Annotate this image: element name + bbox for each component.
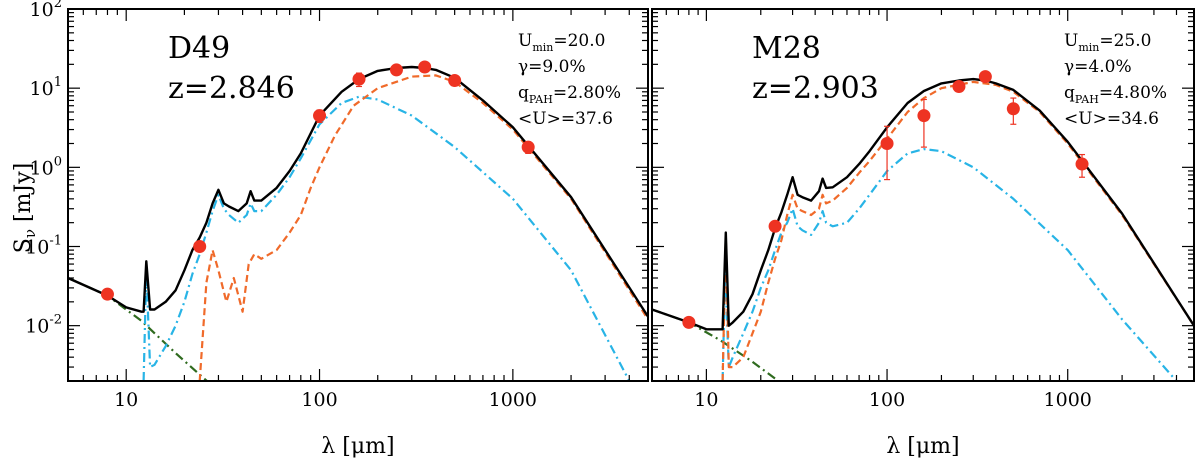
tick-exponent: 1: [54, 75, 62, 90]
x-tick-label: 10: [114, 389, 138, 411]
data-point: [978, 70, 992, 84]
annotation-subscript: PAH: [1075, 93, 1099, 106]
annotation-main: U: [1064, 31, 1078, 51]
data-point: [521, 140, 535, 154]
fit-parameter: qPAH=2.80%: [518, 83, 621, 106]
tick-base: 10: [25, 236, 49, 258]
data-point: [448, 73, 462, 87]
annotation-main: γ=9.0%: [518, 57, 586, 77]
y-tick-label: 100: [30, 154, 62, 179]
source-redshift: z=2.903: [752, 71, 879, 106]
y-axis-label-symbol: Sν: [11, 229, 39, 253]
annotation-main: γ=4.0%: [1064, 57, 1132, 77]
x-axis-label: λ [μm]: [886, 434, 959, 459]
fit-parameter: γ=9.0%: [518, 57, 586, 77]
data-point: [880, 137, 894, 151]
series-total: [68, 65, 648, 318]
annotation-subscript: PAH: [529, 93, 553, 106]
data-point: [1006, 102, 1020, 116]
y-axis-label-units: [mJy]: [11, 163, 36, 222]
y-tick-label: 101: [30, 75, 62, 100]
data-point: [682, 315, 696, 329]
source-name: D49: [168, 31, 230, 66]
y-tick-label: 10-2: [25, 313, 62, 338]
y-axis-label-subscript: ν: [21, 229, 39, 238]
x-tick-label: 10: [694, 389, 718, 411]
data-point: [100, 287, 114, 301]
annotation-rest: =20.0: [553, 31, 605, 51]
tick-exponent: -1: [49, 233, 62, 248]
y-tick-label: 10-1: [25, 233, 62, 258]
tick-base: 10: [30, 157, 54, 179]
annotation-rest: =2.80%: [553, 83, 621, 103]
plot-frame: [67, 8, 649, 382]
series-stellar: [68, 276, 209, 381]
x-tick-label: 1000: [489, 389, 537, 411]
series-cold-dust: [721, 80, 1194, 381]
tick-exponent: 0: [54, 154, 62, 169]
fit-parameter: <U>=37.6: [518, 109, 613, 129]
series-warm-dust: [721, 148, 1178, 381]
annotation-rest: =4.80%: [1099, 83, 1167, 103]
tick-exponent: 2: [54, 0, 62, 11]
x-tick-label: 100: [869, 389, 905, 411]
data-point: [952, 79, 966, 93]
annotation-main: <U>=37.6: [518, 109, 613, 129]
annotation-main: q: [518, 83, 529, 103]
y-tick-label: 102: [30, 0, 62, 21]
series-warm-dust: [142, 95, 631, 381]
annotation-rest: =25.0: [1099, 31, 1151, 51]
panel-m28: 10 100 1000 λ [μm] M28 z=2.903 Umin=25.0 γ=4.0%…: [651, 8, 1195, 459]
annotation-subscript: min: [1078, 41, 1099, 54]
tick-exponent: -2: [49, 313, 62, 328]
fit-parameter: γ=4.0%: [1064, 57, 1132, 77]
tick-base: 10: [25, 316, 49, 338]
series-cold-dust: [198, 74, 648, 381]
data-point: [917, 109, 931, 123]
fit-parameter: <U>=34.6: [1064, 109, 1159, 129]
fit-parameter: Umin=20.0: [518, 31, 605, 54]
plot-area: [652, 70, 1194, 381]
fit-parameter: qPAH=4.80%: [1064, 83, 1167, 106]
tick-base: 10: [30, 0, 54, 21]
x-tick-label: 100: [301, 389, 337, 411]
y-axis-label: Sν [mJy]: [11, 163, 41, 253]
plot-area: [68, 60, 648, 381]
fit-parameter: Umin=25.0: [1064, 31, 1151, 54]
source-name: M28: [752, 31, 821, 66]
x-tick-label: 1000: [1044, 389, 1092, 411]
annotation-main: U: [518, 31, 532, 51]
annotation-main: <U>=34.6: [1064, 109, 1159, 129]
data-point: [352, 72, 366, 86]
annotation-subscript: min: [532, 41, 553, 54]
data-point: [389, 63, 403, 77]
data-point: [418, 60, 432, 74]
source-redshift: z=2.846: [168, 71, 295, 106]
data-point: [768, 219, 782, 233]
data-point: [193, 239, 207, 253]
x-axis-label: λ [μm]: [321, 434, 394, 459]
plot-frame: [651, 8, 1195, 382]
data-point: [1075, 157, 1089, 171]
annotation-main: q: [1064, 83, 1075, 103]
data-point: [313, 109, 327, 123]
tick-base: 10: [30, 78, 54, 100]
